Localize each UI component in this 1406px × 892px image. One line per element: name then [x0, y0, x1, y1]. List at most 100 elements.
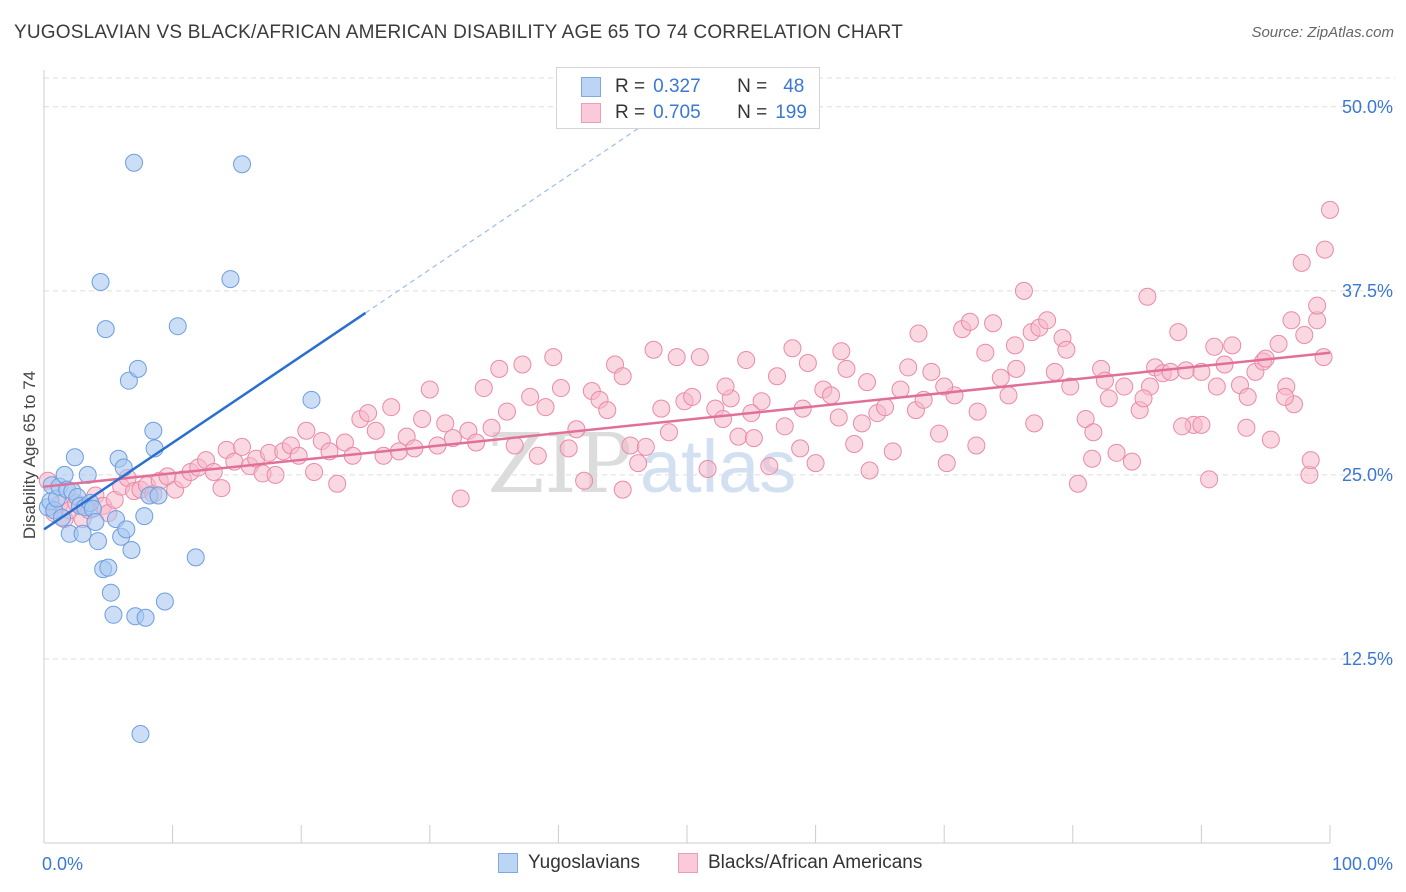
data-point-blacks	[806, 454, 825, 473]
data-point-blacks	[1275, 387, 1294, 406]
data-point-blacks	[716, 377, 735, 396]
blacks-african-americans-points	[38, 200, 1339, 529]
data-point-blacks	[513, 355, 532, 374]
data-point-blacks	[1207, 377, 1226, 396]
data-point-blacks	[482, 418, 501, 437]
data-point-yugoslavians	[136, 608, 155, 627]
data-point-yugoslavians	[55, 465, 74, 484]
legend-item-yugoslavians[interactable]: Yugoslavians	[498, 852, 640, 874]
data-point-blacks	[760, 457, 779, 476]
data-point-blacks	[551, 379, 570, 398]
data-point-blacks	[559, 439, 578, 458]
data-point-blacks	[690, 348, 709, 367]
data-point-blacks	[752, 392, 771, 411]
data-point-blacks	[883, 442, 902, 461]
data-point-blacks	[1076, 409, 1095, 428]
legend-item-blacks[interactable]: Blacks/African Americans	[678, 852, 922, 874]
data-point-blacks	[212, 479, 231, 498]
data-point-blacks	[436, 414, 455, 433]
data-point-blacks	[937, 454, 956, 473]
data-point-blacks	[922, 362, 941, 381]
data-point-yugoslavians	[149, 486, 168, 505]
data-point-blacks	[984, 314, 1003, 333]
r-label: R =	[615, 102, 646, 123]
data-point-blacks	[744, 429, 763, 448]
data-point-blacks	[1057, 340, 1076, 359]
data-point-blacks	[335, 433, 354, 452]
data-point-yugoslavians	[114, 458, 133, 477]
yugoslavians-points	[38, 153, 321, 744]
data-point-blacks	[791, 439, 810, 458]
data-point-yugoslavians	[186, 548, 205, 567]
data-point-blacks	[328, 474, 347, 493]
data-point-blacks	[598, 401, 617, 420]
data-point-yugoslavians	[101, 583, 120, 602]
data-point-blacks	[1192, 415, 1211, 434]
data-point-blacks	[474, 379, 493, 398]
data-point-blacks	[613, 480, 632, 499]
n-label: N =	[737, 102, 768, 123]
data-point-blacks	[1269, 334, 1288, 353]
data-point-yugoslavians	[131, 725, 150, 744]
y-tick-label: 12.5%	[1342, 649, 1393, 669]
data-point-yugoslavians	[96, 320, 115, 339]
chart-title: YUGOSLAVIAN VS BLACK/AFRICAN AMERICAN DI…	[14, 22, 904, 43]
n-value: 48	[783, 76, 805, 97]
data-point-blacks	[497, 402, 516, 421]
data-point-blacks	[443, 429, 462, 448]
data-point-blacks	[683, 387, 702, 406]
data-point-blacks	[1099, 389, 1118, 408]
data-point-blacks	[1134, 389, 1153, 408]
data-point-blacks	[1200, 470, 1219, 489]
stats-row-blacks: R = 0.705 N = 199	[581, 101, 807, 125]
data-point-blacks	[305, 462, 324, 481]
data-point-blacks	[798, 354, 817, 373]
tick-labels: 12.5% 25.0% 37.5% 50.0% 0.0% 100.0%	[42, 97, 1393, 874]
y-tick-label: 25.0%	[1342, 465, 1393, 485]
data-point-blacks	[544, 348, 563, 367]
data-point-blacks	[1261, 430, 1280, 449]
data-point-yugoslavians	[99, 558, 118, 577]
data-point-blacks	[667, 348, 686, 367]
data-point-blacks	[521, 387, 540, 406]
data-point-blacks	[930, 424, 949, 443]
data-point-blacks	[832, 342, 851, 361]
data-point-blacks	[991, 368, 1010, 387]
source-label: Source: ZipAtlas.com	[1251, 24, 1394, 41]
data-point-blacks	[899, 358, 918, 377]
data-point-blacks	[536, 398, 555, 417]
data-point-blacks	[845, 434, 864, 453]
n-label: N =	[737, 76, 768, 97]
data-point-blacks	[858, 373, 877, 392]
data-point-blacks	[1161, 362, 1180, 381]
data-point-blacks	[852, 414, 871, 433]
data-point-blacks	[1038, 311, 1057, 330]
data-point-blacks	[1308, 296, 1327, 315]
axes	[43, 70, 1331, 844]
data-point-blacks	[613, 367, 632, 386]
data-point-blacks	[413, 409, 432, 428]
data-point-blacks	[366, 421, 385, 440]
data-point-blacks	[822, 386, 841, 405]
data-point-blacks	[860, 461, 879, 480]
data-point-blacks	[976, 343, 995, 362]
data-point-yugoslavians	[91, 273, 110, 292]
y-axis-label: Disability Age 65 to 74	[20, 370, 39, 540]
data-point-yugoslavians	[155, 592, 174, 611]
data-point-yugoslavians	[302, 390, 321, 409]
r-label: R =	[615, 76, 646, 97]
data-point-blacks	[1025, 414, 1044, 433]
data-point-yugoslavians	[78, 465, 97, 484]
data-point-blacks	[359, 404, 378, 423]
data-point-blacks	[1295, 326, 1314, 345]
data-point-blacks	[1173, 417, 1192, 436]
data-point-blacks	[1314, 348, 1333, 367]
data-point-blacks	[1205, 337, 1224, 356]
data-point-blacks	[659, 423, 678, 442]
data-point-blacks	[1238, 387, 1257, 406]
data-point-blacks	[967, 436, 986, 455]
stats-row-yugoslavians: R = 0.327 N = 48	[581, 75, 804, 99]
data-point-blacks	[1315, 240, 1334, 259]
data-point-blacks	[1068, 474, 1087, 493]
data-point-blacks	[233, 437, 252, 456]
